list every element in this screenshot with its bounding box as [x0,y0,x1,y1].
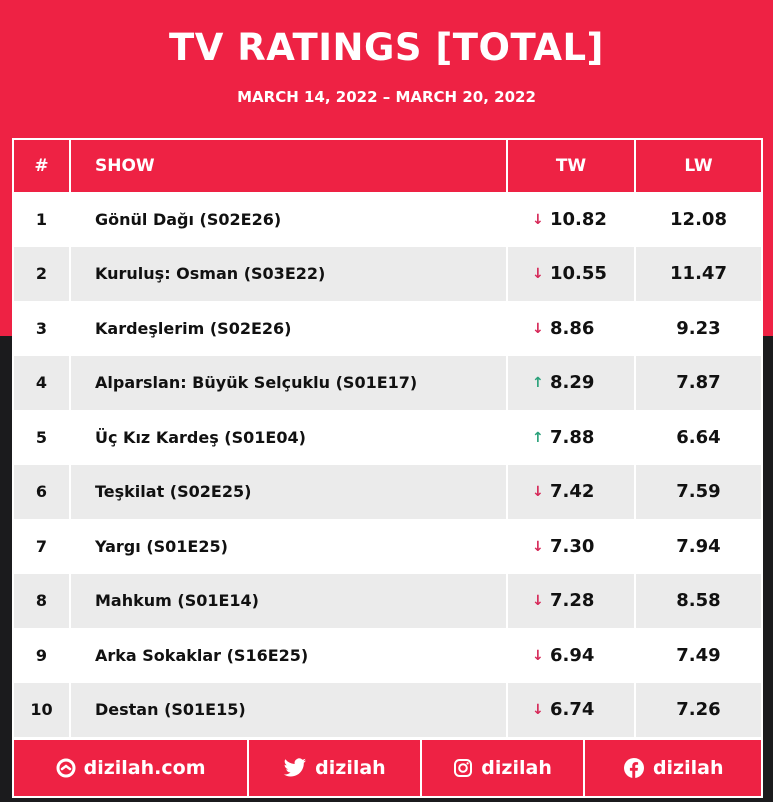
arrow-down-icon: ↓ [532,266,544,283]
this-week-value: 6.74 [550,699,595,721]
last-week-cell: 7.87 [635,355,761,410]
facebook-icon [623,757,645,779]
twitter-link[interactable]: dizilah [249,740,422,796]
arrow-down-icon: ↓ [532,647,544,664]
this-week-cell: ↑ 7.88 [507,410,636,465]
this-week-cell: ↓ 6.94 [507,628,636,683]
website-link[interactable]: dizilah.com [14,740,250,796]
ratings-table-card: # SHOW TW LW 1 Gönül Dağı (S02E26) ↓ 10.82 1… [12,138,763,798]
last-week-cell: 7.94 [635,519,761,574]
table-row: 4 Alparslan: Büyük Selçuklu (S01E17) ↑ 8.29… [14,355,761,410]
this-week-value: 8.86 [550,317,595,339]
this-week-cell: ↓ 8.86 [507,301,636,356]
table-row: 7 Yargı (S01E25) ↓ 7.30 7.94 [14,519,761,574]
rank-cell: 8 [14,573,71,628]
facebook-label: dizilah [652,757,724,779]
table-row: 9 Arka Sokaklar (S16E25) ↓ 6.94 7.49 [14,628,761,683]
show-cell: Mahkum (S01E14) [70,573,508,628]
table-body: 1 Gönül Dağı (S02E26) ↓ 10.82 12.08 2 Kuruluş:… [14,192,761,737]
arrow-down-icon: ↓ [532,593,544,610]
this-week-cell: ↓ 10.55 [507,246,636,301]
table-row: 8 Mahkum (S01E14) ↓ 7.28 8.58 [14,573,761,628]
this-week-cell: ↓ 7.28 [507,573,636,628]
show-cell: Kardeşlerim (S02E26) [70,301,508,356]
this-week-value: 10.55 [550,263,607,285]
facebook-link[interactable]: dizilah [585,740,761,796]
ratings-table: # SHOW TW LW 1 Gönül Dağı (S02E26) ↓ 10.82 1… [14,140,761,737]
rank-cell: 4 [14,355,71,410]
this-week-cell: ↑ 8.29 [507,355,636,410]
twitter-label: dizilah [315,757,386,779]
arrow-up-icon: ↑ [532,375,544,392]
this-week-cell: ↓ 7.30 [507,519,636,574]
last-week-cell: 12.08 [635,192,761,247]
table-row: 10 Destan (S01E15) ↓ 6.74 7.26 [14,682,761,737]
table-header-row: # SHOW TW LW [14,140,761,192]
this-week-value: 7.30 [550,535,595,557]
column-header-show: SHOW [70,140,508,192]
this-week-value: 10.82 [550,208,607,230]
arrow-down-icon: ↓ [532,484,544,501]
last-week-cell: 7.59 [635,464,761,519]
instagram-link[interactable]: dizilah [422,740,586,796]
show-cell: Yargı (S01E25) [70,519,508,574]
rank-cell: 7 [14,519,71,574]
show-cell: Üç Kız Kardeş (S01E04) [70,410,508,465]
instagram-label: dizilah [481,757,552,779]
show-cell: Alparslan: Büyük Selçuklu (S01E17) [70,355,508,410]
instagram-icon [453,758,473,778]
this-week-cell: ↓ 10.82 [507,192,636,247]
last-week-cell: 7.26 [635,682,761,737]
arrow-up-icon: ↑ [532,429,544,446]
website-label: dizilah.com [83,757,206,779]
date-range: MARCH 14, 2022 – MARCH 20, 2022 [237,88,536,106]
this-week-cell: ↓ 6.74 [507,682,636,737]
this-week-value: 8.29 [550,372,595,394]
this-week-value: 7.28 [550,590,595,612]
table-row: 1 Gönül Dağı (S02E26) ↓ 10.82 12.08 [14,192,761,247]
this-week-value: 7.42 [550,481,595,503]
arrow-down-icon: ↓ [532,211,544,228]
show-cell: Kuruluş: Osman (S03E22) [70,246,508,301]
rank-cell: 9 [14,628,71,683]
last-week-cell: 9.23 [635,301,761,356]
last-week-cell: 8.58 [635,573,761,628]
show-cell: Gönül Dağı (S02E26) [70,192,508,247]
table-row: 3 Kardeşlerim (S02E26) ↓ 8.86 9.23 [14,301,761,356]
column-header-this-week: TW [507,140,636,192]
show-cell: Teşkilat (S02E25) [70,464,508,519]
table-row: 2 Kuruluş: Osman (S03E22) ↓ 10.55 11.47 [14,246,761,301]
this-week-value: 7.88 [550,426,595,448]
arrow-down-icon: ↓ [532,538,544,555]
column-header-last-week: LW [635,140,761,192]
social-footer: dizilah.com dizilah dizilah dizilah [12,738,763,798]
table-row: 5 Üç Kız Kardeş (S01E04) ↑ 7.88 6.64 [14,410,761,465]
table-row: 6 Teşkilat (S02E25) ↓ 7.42 7.59 [14,464,761,519]
arrow-down-icon: ↓ [532,320,544,337]
column-header-rank: # [14,140,71,192]
dizilah-logo-icon [56,758,76,778]
rank-cell: 5 [14,410,71,465]
last-week-cell: 11.47 [635,246,761,301]
rank-cell: 1 [14,192,71,247]
this-week-value: 6.94 [550,644,595,666]
this-week-cell: ↓ 7.42 [507,464,636,519]
arrow-down-icon: ↓ [532,702,544,719]
show-cell: Arka Sokaklar (S16E25) [70,628,508,683]
twitter-bird-icon [283,758,307,778]
page-title: TV RATINGS [TOTAL] [169,26,604,69]
show-cell: Destan (S01E15) [70,682,508,737]
rank-cell: 2 [14,246,71,301]
last-week-cell: 7.49 [635,628,761,683]
rank-cell: 10 [14,682,71,737]
last-week-cell: 6.64 [635,410,761,465]
rank-cell: 3 [14,301,71,356]
rank-cell: 6 [14,464,71,519]
